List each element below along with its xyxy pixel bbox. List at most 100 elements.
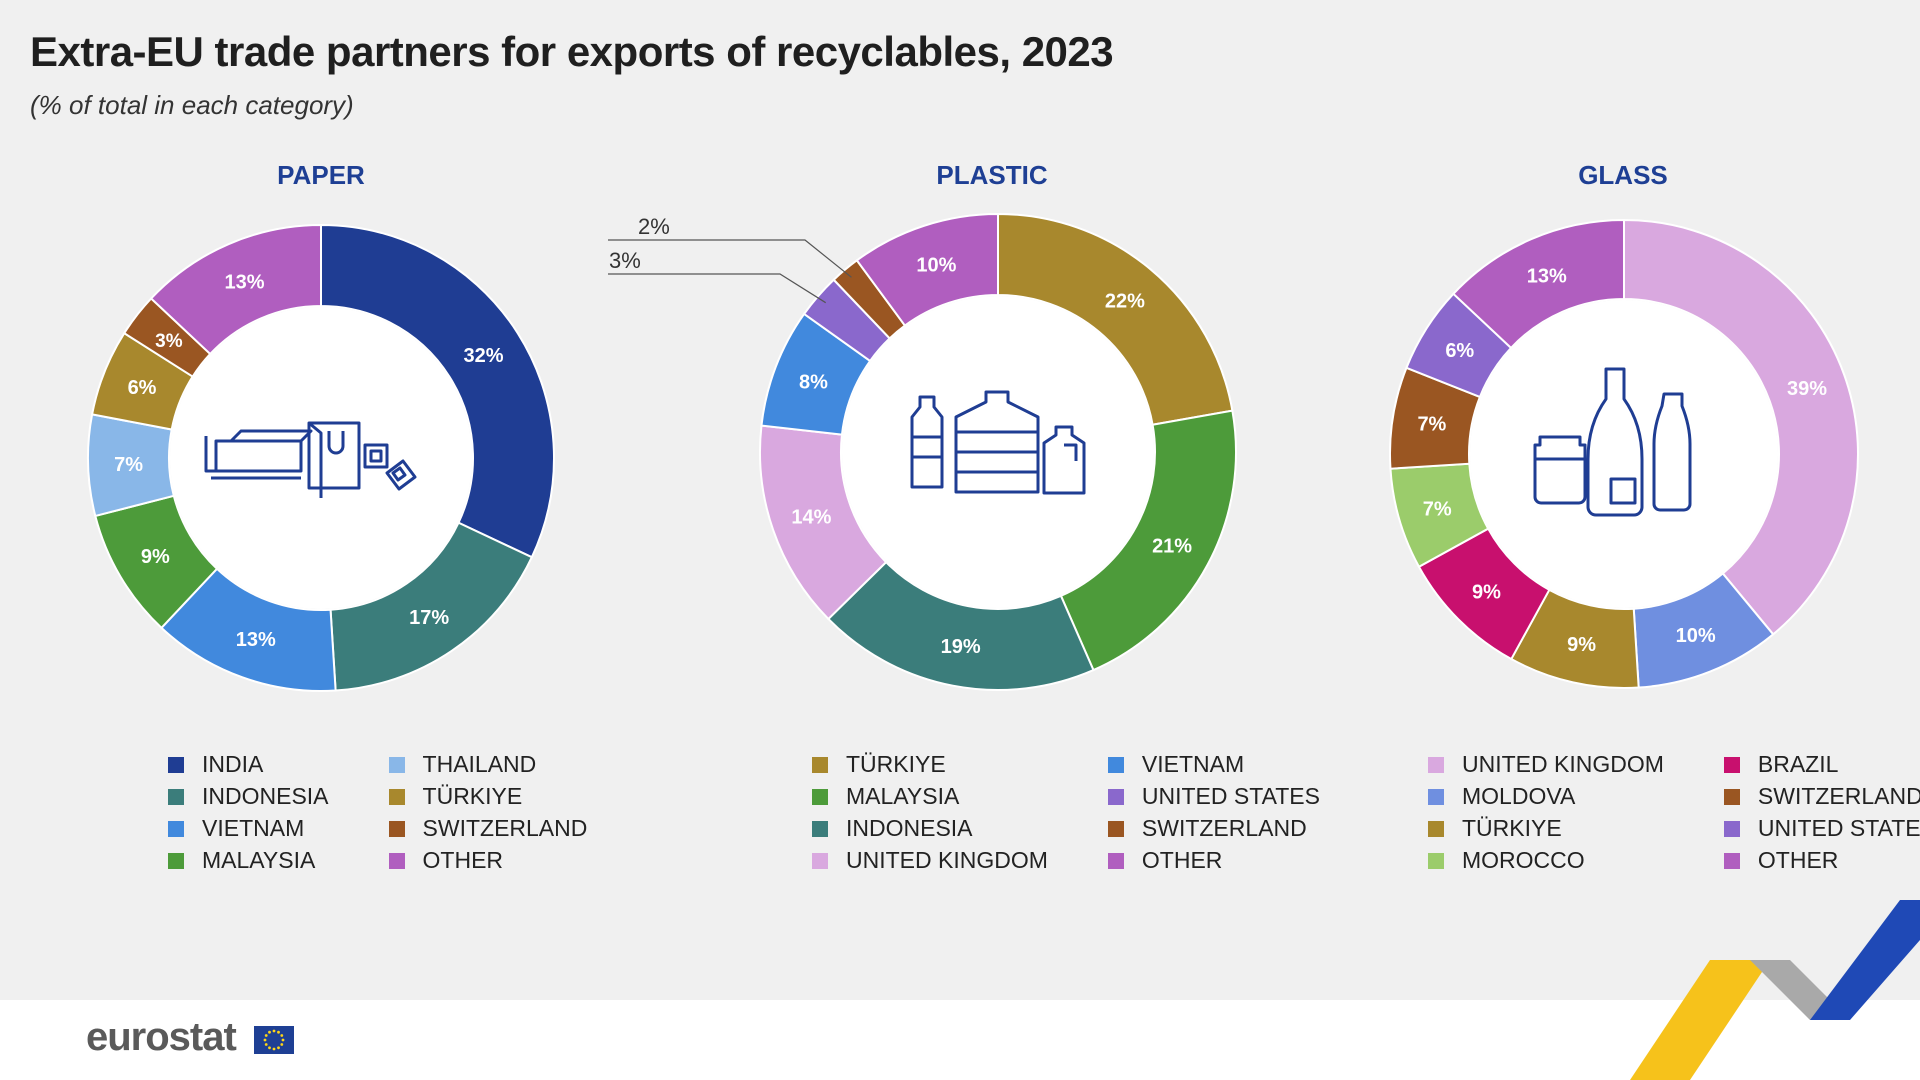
slice-united-kingdom bbox=[1623, 218, 1859, 636]
legend-label: UNITED KINGDOM bbox=[846, 847, 1048, 873]
slice-label: 9% bbox=[1567, 634, 1596, 656]
legend-item: THAILAND bbox=[388, 751, 588, 777]
legend-item: MOLDOVA bbox=[1428, 783, 1664, 809]
legend-label: SWITZERLAND bbox=[1141, 815, 1307, 841]
legend-label: UNITED KINGDOM bbox=[1462, 751, 1664, 777]
legend-item: INDONESIA bbox=[812, 815, 1048, 841]
slice-label: 7% bbox=[114, 454, 143, 476]
paper-legend: INDIA THAILAND INDONESIA TÜRKIYE VIETNAM SWIT… bbox=[168, 751, 588, 873]
slice-label: 3% bbox=[609, 248, 641, 273]
legend-item: INDIA bbox=[168, 751, 329, 777]
legend-label: OTHER bbox=[1757, 847, 1839, 873]
legend-swatch bbox=[388, 756, 405, 773]
legend-swatch bbox=[1428, 788, 1444, 805]
slice-label: 17% bbox=[409, 607, 449, 629]
slice-label: 3% bbox=[155, 331, 183, 352]
legend-swatch bbox=[812, 820, 828, 837]
legend-label: MOROCCO bbox=[1462, 847, 1585, 873]
slice-label: 32% bbox=[464, 345, 504, 367]
legend-label: INDIA bbox=[202, 751, 264, 777]
slice-label: 9% bbox=[141, 546, 170, 568]
slice-label: 39% bbox=[1787, 378, 1827, 400]
legend-swatch bbox=[1723, 852, 1740, 869]
legend-label: VIETNAM bbox=[202, 815, 305, 841]
legend-label: THAILAND bbox=[422, 751, 537, 777]
legend-swatch bbox=[168, 852, 184, 869]
legend-swatch bbox=[1723, 820, 1740, 837]
legend-swatch bbox=[812, 788, 828, 805]
legend-label: VIETNAM bbox=[1141, 751, 1245, 777]
slice-label: 22% bbox=[1105, 291, 1145, 313]
legend-swatch bbox=[1107, 756, 1124, 773]
legend-item: BRAZIL bbox=[1723, 751, 1920, 777]
legend-item: OTHER bbox=[1723, 847, 1920, 873]
footer-bar bbox=[0, 1000, 1920, 1080]
legend-item: OTHER bbox=[1107, 847, 1320, 873]
slice-india bbox=[320, 223, 555, 559]
legend-item: SWITZERLAND bbox=[388, 815, 588, 841]
legend-item: INDONESIA bbox=[168, 783, 329, 809]
plastic-chart-title: PLASTIC bbox=[936, 160, 1048, 190]
legend-label: MALAYSIA bbox=[202, 847, 316, 873]
slice-other bbox=[149, 223, 322, 356]
legend-swatch bbox=[1428, 852, 1444, 869]
legend-item: VIETNAM bbox=[1107, 751, 1320, 777]
donut-hole bbox=[1470, 300, 1778, 608]
legend-item: VIETNAM bbox=[168, 815, 329, 841]
chart-title-main: Extra-EU trade partners for exports of r… bbox=[30, 28, 1114, 75]
plastic-donut: 22% 21% 19% 14% 8% 3% 2% 10% bbox=[608, 212, 1237, 691]
slice-label: 13% bbox=[236, 629, 276, 651]
legend-item: TÜRKIYE bbox=[1428, 815, 1664, 841]
legend-swatch bbox=[1723, 756, 1740, 773]
slice-label: 6% bbox=[128, 377, 157, 399]
slice-other bbox=[1452, 218, 1625, 350]
legend-label: INDONESIA bbox=[202, 783, 329, 809]
paper-donut: 32% 17% 13% 9% 7% 6% 3% 13% bbox=[87, 223, 555, 692]
legend-label: TÜRKIYE bbox=[846, 751, 946, 777]
legend-label: TÜRKIYE bbox=[422, 783, 523, 809]
legend-swatch bbox=[1428, 756, 1444, 773]
legend-item: SWITZERLAND bbox=[1723, 783, 1920, 809]
slice-label: 13% bbox=[225, 271, 265, 293]
legend-swatch bbox=[812, 756, 828, 773]
legend-swatch bbox=[1723, 788, 1740, 805]
legend-swatch bbox=[168, 788, 184, 805]
legend-item: OTHER bbox=[388, 847, 588, 873]
legend-label: TÜRKIYE bbox=[1462, 815, 1562, 841]
legend-item: UNITED KINGDOM bbox=[812, 847, 1048, 873]
legend-swatch bbox=[168, 820, 184, 837]
legend-swatch bbox=[1107, 788, 1124, 805]
plastic-legend: TÜRKIYE VIETNAM MALAYSIA UNITED STATES INDON… bbox=[812, 751, 1320, 873]
legend-item: UNITED KINGDOM bbox=[1428, 751, 1664, 777]
legend-swatch bbox=[1107, 820, 1124, 837]
glass-chart-title: GLASS bbox=[1578, 160, 1668, 190]
legend-label: BRAZIL bbox=[1757, 751, 1839, 777]
chart-subtitle: (% of total in each category) bbox=[30, 90, 354, 120]
slice-t-rkiye bbox=[997, 212, 1234, 426]
donut-charts: 32% 17% 13% 9% 7% 6% 3% 13% 22% 21% 19% 14% 8% 3% 2% 10… bbox=[87, 212, 1859, 692]
legend-swatch bbox=[1107, 852, 1124, 869]
legend-label: MALAYSIA bbox=[846, 783, 960, 809]
legend-label: UNITED STATES bbox=[1757, 815, 1920, 841]
slice-label: 8% bbox=[799, 372, 828, 394]
eurostat-logo: eurostat bbox=[86, 1015, 237, 1059]
slice-label: 14% bbox=[791, 507, 831, 529]
legend-label: SWITZERLAND bbox=[422, 815, 588, 841]
legend-item: MALAYSIA bbox=[812, 783, 1048, 809]
slice-label: 10% bbox=[916, 254, 956, 276]
legend-item: MOROCCO bbox=[1428, 847, 1664, 873]
slice-other bbox=[855, 212, 999, 327]
decorative-ribbons bbox=[1630, 900, 1920, 1080]
glass-containers-icon bbox=[1533, 367, 1692, 517]
slice-label: 10% bbox=[1676, 625, 1716, 647]
plastic-bottles-icon bbox=[910, 390, 1086, 495]
legend-label: UNITED STATES bbox=[1141, 783, 1320, 809]
legend-item: UNITED STATES bbox=[1107, 783, 1320, 809]
legend-item: TÜRKIYE bbox=[388, 783, 588, 809]
legend-label: SWITZERLAND bbox=[1757, 783, 1920, 809]
legend-label: OTHER bbox=[422, 847, 504, 873]
legend-label: OTHER bbox=[1141, 847, 1223, 873]
slice-label: 9% bbox=[1472, 582, 1501, 604]
legend-label: MOLDOVA bbox=[1462, 783, 1576, 809]
slice-label: 19% bbox=[941, 636, 981, 658]
